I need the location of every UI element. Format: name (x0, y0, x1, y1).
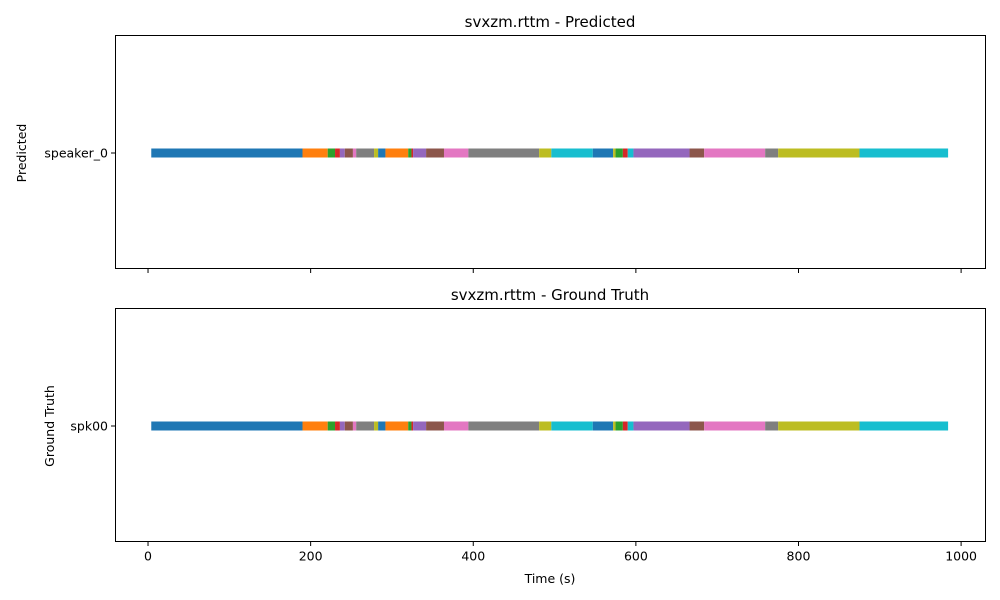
predicted-segment-12 (411, 148, 414, 158)
predicted-segment-20 (613, 148, 616, 158)
predicted-segment-29 (859, 148, 949, 158)
ground-truth-speaker-label: spk00 (70, 419, 108, 434)
ground-truth-segment-2 (327, 421, 336, 431)
predicted-segment-22 (622, 148, 628, 158)
predicted-segment-1 (302, 148, 328, 158)
predicted-segment-0 (151, 148, 303, 158)
ground-truth-segment-25 (689, 421, 705, 431)
predicted-segment-27 (765, 148, 779, 158)
predicted-segment-21 (615, 148, 623, 158)
predicted-segment-5 (344, 148, 353, 158)
ground-truth-segment-24 (633, 421, 690, 431)
ground-truth-segments (151, 421, 949, 431)
predicted-axes-frame (115, 35, 986, 269)
ground-truth-segment-5 (344, 421, 353, 431)
ground-truth-segment-17 (539, 421, 552, 431)
predicted-segment-10 (385, 148, 409, 158)
ground-truth-x-tick-label-800: 800 (787, 549, 811, 564)
ground-truth-segment-22 (622, 421, 628, 431)
ground-truth-segment-4 (339, 421, 345, 431)
x-axis-label: Time (s) (524, 571, 576, 586)
predicted-segment-2 (327, 148, 336, 158)
predicted-speaker-label: speaker_0 (44, 146, 108, 161)
ground-truth-axes-frame (115, 308, 986, 542)
predicted-segment-17 (539, 148, 552, 158)
ground-truth-segment-10 (385, 421, 409, 431)
ground-truth-x-tick-label-400: 400 (461, 549, 485, 564)
predicted-segment-18 (551, 148, 593, 158)
predicted-segment-4 (339, 148, 345, 158)
ground-truth-segment-8 (374, 421, 379, 431)
ground-truth-segment-23 (627, 421, 634, 431)
ground-truth-x-tick-label-200: 200 (299, 549, 323, 564)
ground-truth-x-ticks: 0 200 400 600 800 1000 (144, 541, 977, 564)
predicted-segment-3 (335, 148, 340, 158)
predicted-segment-23 (627, 148, 634, 158)
predicted-segment-8 (374, 148, 379, 158)
predicted-y-axis-label: Predicted (14, 124, 29, 183)
predicted-segment-25 (689, 148, 705, 158)
ground-truth-segment-15 (443, 421, 469, 431)
ground-truth-segment-27 (765, 421, 779, 431)
ground-truth-segment-29 (859, 421, 949, 431)
predicted-segments (151, 148, 949, 158)
ground-truth-panel: svxzm.rttm - Ground Truth Ground Truth 0… (42, 286, 986, 586)
ground-truth-segment-9 (378, 421, 386, 431)
ground-truth-segment-0 (151, 421, 303, 431)
ground-truth-x-tick-label-0: 0 (144, 549, 152, 564)
ground-truth-segment-3 (335, 421, 340, 431)
ground-truth-segment-18 (551, 421, 593, 431)
predicted-chart-title: svxzm.rttm - Predicted (465, 13, 636, 31)
ground-truth-segment-14 (426, 421, 444, 431)
ground-truth-segment-28 (778, 421, 860, 431)
predicted-segment-6 (352, 148, 357, 158)
predicted-x-ticks (147, 268, 962, 273)
ground-truth-x-tick-label-1000: 1000 (945, 549, 977, 564)
ground-truth-segment-21 (615, 421, 623, 431)
predicted-segment-19 (592, 148, 614, 158)
ground-truth-segment-6 (352, 421, 357, 431)
predicted-segment-24 (633, 148, 690, 158)
ground-truth-segment-13 (413, 421, 427, 431)
ground-truth-segment-1 (302, 421, 328, 431)
ground-truth-segment-11 (408, 421, 412, 431)
ground-truth-segment-7 (356, 421, 375, 431)
predicted-segment-13 (413, 148, 427, 158)
predicted-segment-9 (378, 148, 386, 158)
ground-truth-y-axis-label: Ground Truth (42, 385, 57, 467)
ground-truth-chart-title: svxzm.rttm - Ground Truth (451, 286, 649, 304)
predicted-segment-26 (704, 148, 766, 158)
ground-truth-segment-16 (468, 421, 540, 431)
ground-truth-segment-20 (613, 421, 616, 431)
ground-truth-segment-26 (704, 421, 766, 431)
predicted-segment-28 (778, 148, 860, 158)
predicted-segment-7 (356, 148, 375, 158)
predicted-segment-11 (408, 148, 412, 158)
predicted-segment-15 (443, 148, 469, 158)
ground-truth-segment-19 (592, 421, 614, 431)
ground-truth-segment-12 (411, 421, 414, 431)
ground-truth-x-tick-label-600: 600 (624, 549, 648, 564)
predicted-segment-16 (468, 148, 540, 158)
predicted-segment-14 (426, 148, 444, 158)
predicted-panel: svxzm.rttm - Predicted Predicted speaker… (14, 13, 986, 273)
